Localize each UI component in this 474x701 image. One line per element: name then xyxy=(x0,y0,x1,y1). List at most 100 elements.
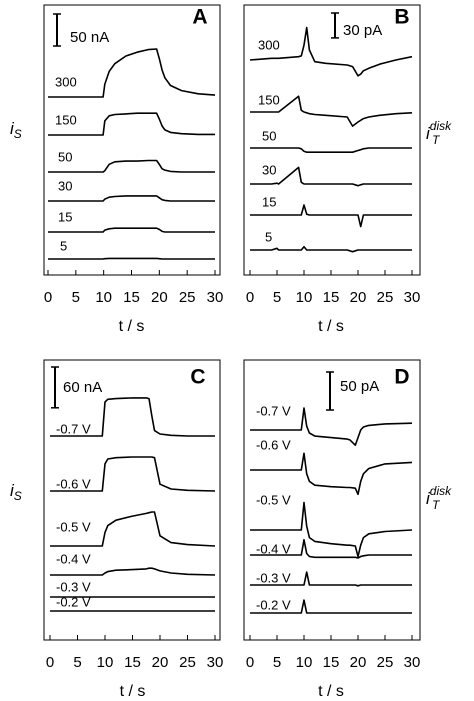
trace xyxy=(50,567,216,576)
panel-letter: C xyxy=(190,366,205,389)
x-axis-label: t / s xyxy=(120,683,146,700)
x-axis-label: t / s xyxy=(318,683,344,700)
trace xyxy=(250,452,413,496)
trace xyxy=(249,26,413,77)
x-tick-label: 20 xyxy=(151,289,168,306)
x-tick-label: 5 xyxy=(273,289,281,306)
trace-label: 15 xyxy=(262,194,276,209)
trace xyxy=(250,599,412,614)
panel: 0 5 10 15 20 25 30 t / s AiS 50 nA 300 150 50 30 15 5 xyxy=(10,4,224,335)
trace-label: -0.3 V xyxy=(256,570,291,585)
y-label-text: i xyxy=(426,124,431,143)
x-tick-label: 30 xyxy=(207,289,224,306)
trace xyxy=(250,407,413,446)
trace xyxy=(48,112,215,136)
x-tick-label: 30 xyxy=(207,654,224,671)
trace xyxy=(48,257,215,260)
y-axis-label: idisk T xyxy=(426,484,452,512)
x-tick-label: 0 xyxy=(246,289,254,306)
trace xyxy=(250,245,412,253)
panel-frame xyxy=(243,359,421,641)
trace-label: 15 xyxy=(58,209,72,224)
trace-label: -0.7 V xyxy=(56,421,91,436)
trace-label: -0.4 V xyxy=(256,541,291,556)
x-tick-label: 15 xyxy=(124,654,141,671)
trace xyxy=(50,397,215,437)
trace xyxy=(50,456,216,492)
trace-label: 50 xyxy=(58,149,72,164)
trace xyxy=(250,204,412,228)
scale-bar-label: 30 pA xyxy=(343,22,382,39)
x-tick-label: 0 xyxy=(246,654,254,671)
trace xyxy=(250,539,412,559)
trace xyxy=(50,511,216,547)
trace-label: 300 xyxy=(258,37,280,52)
y-label-sub: S xyxy=(14,127,22,141)
scale-bar-label: 50 nA xyxy=(70,29,109,46)
panel-frame xyxy=(243,4,421,276)
x-tick-label: 25 xyxy=(179,289,196,306)
x-tick-label: 20 xyxy=(350,654,367,671)
trace-label: 30 xyxy=(58,178,72,193)
x-tick-label: 10 xyxy=(97,654,114,671)
x-tick-label: 5 xyxy=(273,654,281,671)
trace-label: -0.4 V xyxy=(56,551,91,566)
trace-label: 150 xyxy=(55,112,77,127)
x-tick-label: 25 xyxy=(377,289,394,306)
panel-letter: A xyxy=(192,6,207,29)
trace-label: 150 xyxy=(258,92,280,107)
y-label-sup: disk xyxy=(430,119,452,133)
x-tick-label: 30 xyxy=(404,289,421,306)
x-tick-label: 15 xyxy=(323,654,340,671)
trace-label: -0.5 V xyxy=(56,519,91,534)
x-axis-label: t / s xyxy=(119,318,145,335)
y-label-sub: T xyxy=(432,498,441,512)
scale-bar-label: 50 pA xyxy=(340,378,379,395)
x-tick-label: 25 xyxy=(377,654,394,671)
x-tick-label: 0 xyxy=(46,654,54,671)
trace-label: -0.6 V xyxy=(256,437,291,452)
x-tick-label: 25 xyxy=(179,654,196,671)
x-tick-label: 10 xyxy=(296,289,313,306)
trace-label: -0.2 V xyxy=(256,597,291,612)
trace-label: -0.7 V xyxy=(256,403,291,418)
trace-label: 30 xyxy=(262,162,276,177)
y-axis-label: iS xyxy=(10,119,22,141)
trace-label: -0.2 V xyxy=(56,594,91,609)
scale-bar-label: 60 nA xyxy=(63,379,102,396)
trace-label: -0.3 V xyxy=(56,579,91,594)
trace xyxy=(48,48,216,98)
x-tick-label: 0 xyxy=(44,289,52,306)
trace-label: 300 xyxy=(55,74,77,89)
y-label-text: i xyxy=(10,119,15,138)
y-label-sub: S xyxy=(14,489,22,503)
y-label-text: i xyxy=(10,481,15,500)
trace xyxy=(250,166,412,187)
y-label-sub: T xyxy=(432,133,441,147)
panel-letter: B xyxy=(394,6,409,29)
x-tick-label: 30 xyxy=(404,654,421,671)
trace xyxy=(48,227,215,233)
trace-label: 5 xyxy=(60,238,67,253)
x-tick-label: 20 xyxy=(152,654,169,671)
x-tick-label: 15 xyxy=(123,289,140,306)
y-label-sup: disk xyxy=(430,484,452,498)
panel-letter: D xyxy=(394,366,409,389)
x-tick-label: 20 xyxy=(350,289,367,306)
trace xyxy=(48,159,215,173)
y-axis-label: idisk T xyxy=(426,119,452,147)
trace-label: -0.5 V xyxy=(256,492,291,507)
y-axis-label: iS xyxy=(10,481,22,503)
trace-label: 50 xyxy=(262,128,276,143)
trace-label: -0.6 V xyxy=(56,476,91,491)
x-tick-label: 10 xyxy=(296,654,313,671)
trace xyxy=(250,147,412,153)
panel: 0 5 10 15 20 25 30 t / s CiS 60 nA -0.7 V -0.6 V -0.… xyxy=(10,359,224,700)
x-tick-label: 15 xyxy=(323,289,340,306)
x-tick-label: 5 xyxy=(73,654,81,671)
trace xyxy=(48,195,215,202)
x-axis-label: t / s xyxy=(318,318,344,335)
